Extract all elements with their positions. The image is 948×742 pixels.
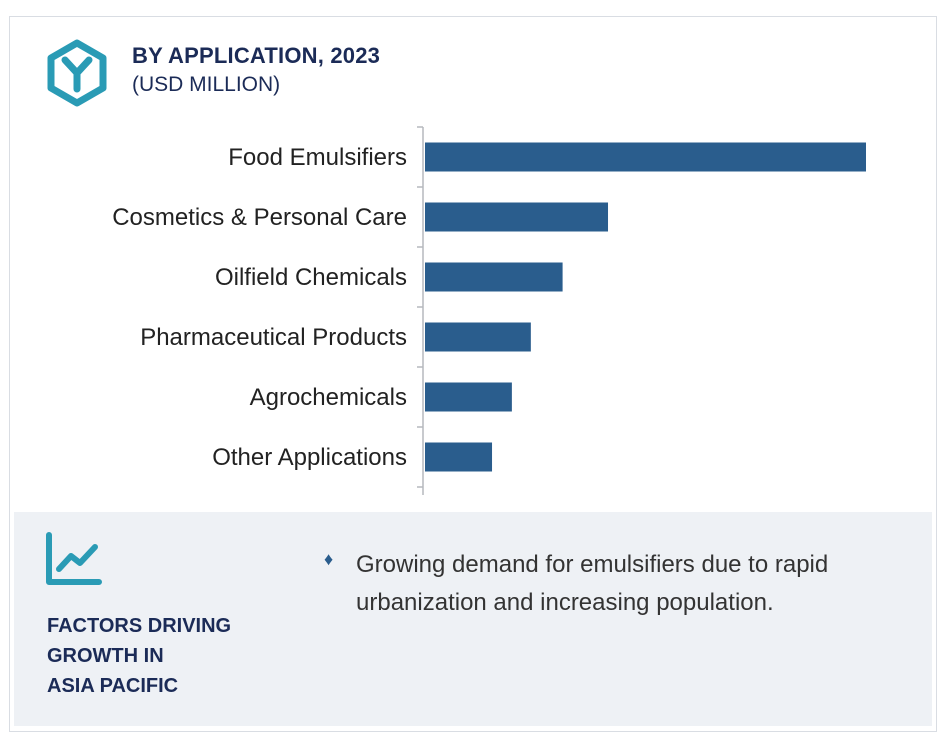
factors-list: ♦ Growing demand for emulsifiers due to … (324, 546, 914, 622)
hexagon-y-icon (47, 39, 107, 107)
factors-heading: FACTORS DRIVING GROWTH IN ASIA PACIFIC (47, 611, 287, 701)
category-label: Food Emulsifiers (228, 144, 407, 171)
factor-bullet: ♦ Growing demand for emulsifiers due to … (324, 546, 914, 622)
category-label: Pharmaceutical Products (140, 324, 407, 351)
bar (425, 262, 563, 292)
factors-heading-line: GROWTH IN (47, 645, 164, 667)
bar (425, 442, 493, 472)
category-label: Other Applications (212, 444, 407, 471)
factors-panel: FACTORS DRIVING GROWTH IN ASIA PACIFIC ♦… (14, 512, 932, 726)
chart-title: BY APPLICATION, 2023 (132, 43, 381, 68)
bar (425, 322, 531, 352)
trend-chart-icon (46, 532, 102, 585)
diamond-bullet-icon: ♦ (324, 549, 334, 569)
chart-card: BY APPLICATION, 2023 (USD MILLION) Food … (9, 16, 937, 732)
bar (425, 142, 866, 172)
bar (425, 202, 609, 232)
category-label: Cosmetics & Personal Care (112, 204, 407, 231)
factors-heading-line: ASIA PACIFIC (47, 675, 179, 697)
category-label: Oilfield Chemicals (215, 264, 407, 291)
chart-subtitle: (USD MILLION) (132, 73, 281, 96)
bar-chart: Food Emulsifiers Cosmetics & Personal Car… (112, 126, 866, 495)
category-label: Agrochemicals (250, 384, 407, 411)
bar (425, 382, 512, 412)
factors-heading-line: FACTORS DRIVING (47, 615, 232, 637)
factor-text: Growing demand for emulsifiers due to ra… (356, 551, 829, 616)
